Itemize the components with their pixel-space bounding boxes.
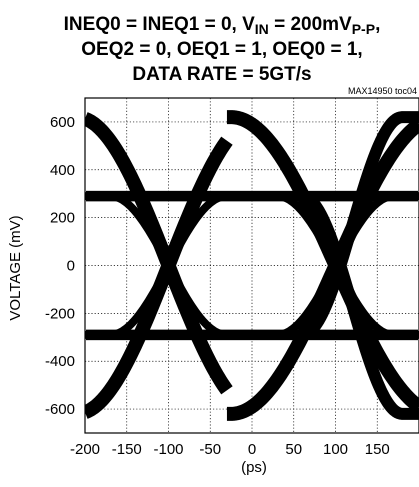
x-tick-label: 150 <box>365 441 390 458</box>
trace-fall-1 <box>85 112 233 395</box>
y-tick-label: 400 <box>50 162 75 179</box>
y-tick-label: 600 <box>50 114 75 131</box>
y-tick-label: -400 <box>45 353 75 370</box>
level-band-low <box>86 329 418 341</box>
x-axis-label: (ps) <box>241 459 267 476</box>
y-axis-label: VOLTAGE (mV) <box>7 215 24 320</box>
title-line-2: OEQ2 = 0, OEQ1 = 1, OEQ0 = 1, <box>81 39 362 60</box>
trace-rise-1 <box>85 136 233 419</box>
x-tick-labels: -200 -150 -100 -50 0 50 100 150 <box>70 441 390 458</box>
level-band-high <box>86 190 418 202</box>
x-tick-label: 0 <box>248 441 256 458</box>
y-tick-label: -200 <box>45 305 75 322</box>
x-tick-label: -50 <box>199 441 221 458</box>
y-tick-label: -600 <box>45 401 75 418</box>
x-tick-label: 100 <box>323 441 348 458</box>
chart-title: INEQ0 = INEQ1 = 0, VIN = 200mVP-P, OEQ2 … <box>64 14 381 85</box>
title-line-3: DATA RATE = 5GT/s <box>132 64 311 85</box>
title-line-1: INEQ0 = INEQ1 = 0, VIN = 200mVP-P, <box>64 14 381 37</box>
figure-code: MAX14950 toc04 <box>348 86 417 96</box>
eye-traces <box>85 110 419 421</box>
y-tick-label: 200 <box>50 210 75 227</box>
x-tick-label: 50 <box>285 441 302 458</box>
y-tick-label: 0 <box>67 258 75 275</box>
x-tick-label: -150 <box>112 441 142 458</box>
x-tick-label: -200 <box>70 441 100 458</box>
y-tick-labels: 600 400 200 0 -200 -400 -600 <box>45 114 75 418</box>
x-tick-label: -100 <box>153 441 183 458</box>
